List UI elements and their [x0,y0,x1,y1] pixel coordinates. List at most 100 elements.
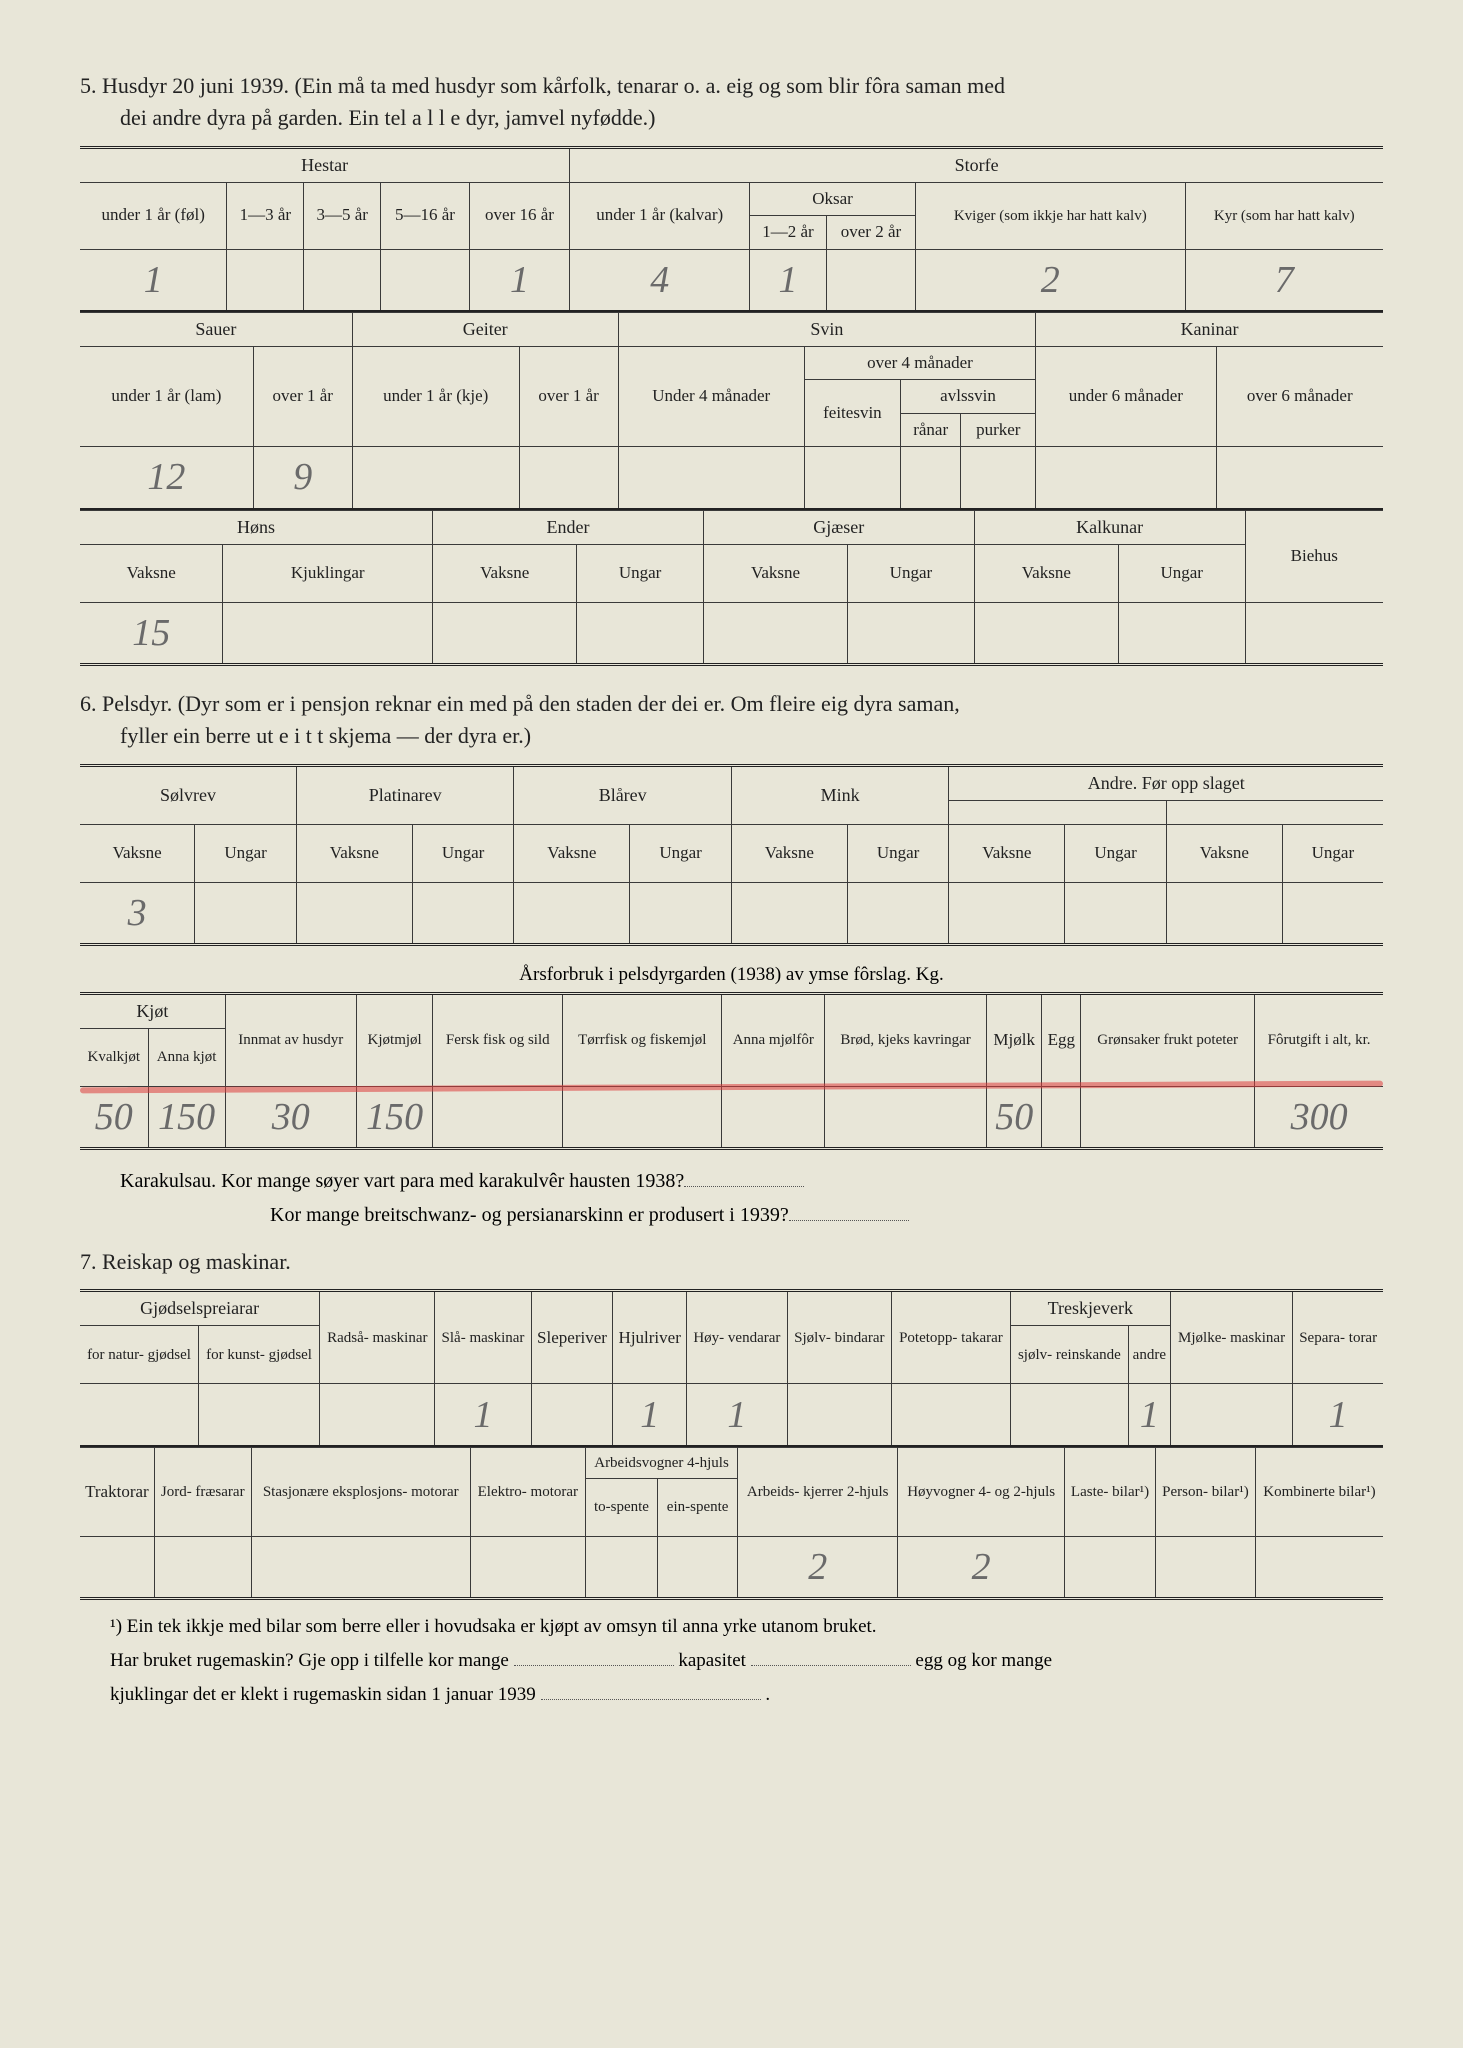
foot-line-3a: kjuklingar det er klekt i rugemaskin sid… [110,1684,536,1705]
karak-line2: Kor mange breitschwanz- og persianarskin… [270,1204,789,1226]
geiter-header: Geiter [352,313,618,347]
blank-line[interactable] [514,1647,674,1666]
andre-sub2 [1166,800,1383,824]
cell: 9 [253,447,352,509]
col-ungar: Ungar [848,544,975,602]
col-kjuklingar: Kjuklingar [223,544,433,602]
cell: 300 [1255,1086,1383,1148]
karak-line1: Karakulsau. Kor mange søyer vart para me… [120,1170,684,1192]
karakul-text: Karakulsau. Kor mange søyer vart para me… [120,1164,1383,1232]
cell [787,1384,891,1446]
foot-line-3dot: . [765,1684,770,1705]
col-jord: Jord- fræsarar [154,1447,251,1536]
cell [1036,447,1216,509]
col-kanin-under6: under 6 månader [1036,347,1216,447]
cell: 1 [687,1384,788,1446]
cell [826,249,915,311]
col-sauer-under1: under 1 år (lam) [80,347,253,447]
cell [381,249,469,311]
blarev-header: Blårev [514,765,732,824]
col-ungar: Ungar [412,824,514,882]
col-einspente: ein-spente [658,1478,738,1536]
section-5-line2: dei andre dyra på garden. Ein tel a l l … [80,102,1383,134]
foot-line-2a: Har bruket rugemaskin? Gje opp i tilfell… [110,1650,509,1671]
col-geiter-over1: over 1 år [519,347,618,447]
cell [1118,602,1245,664]
reiskap-table-1: Gjødselspreiarar Radså- maskinar Slå- ma… [80,1289,1383,1447]
col-forutgift: Fôrutgift i alt, kr. [1255,993,1383,1086]
col-annamjol: Anna mjølfôr [722,993,825,1086]
cell: 1 [613,1384,687,1446]
col-treske-s: sjølv- reinskande [1010,1326,1128,1384]
col-ranar: rånar [900,413,960,446]
gjodsel-header: Gjødselspreiarar [80,1291,320,1326]
cell [514,882,630,944]
col-hestar-under1: under 1 år (føl) [80,182,227,249]
cell [900,447,960,509]
col-sleperiver: Sleperiver [531,1291,613,1384]
cell: 2 [738,1536,898,1598]
section-6-line2: fyller ein berre ut e i t t skjema — der… [80,720,1383,752]
blank-line[interactable] [751,1647,911,1666]
cell [825,1086,987,1148]
col-innmat: Innmat av husdyr [225,993,356,1086]
blank-line[interactable] [541,1681,761,1700]
cell [154,1536,251,1598]
census-form-page: 5. Husdyr 20 juni 1939. (Ein må ta med h… [0,0,1463,2048]
col-kombi: Kombinerte bilar¹) [1255,1447,1383,1536]
cell [1255,1536,1383,1598]
cell: 1 [1293,1384,1383,1446]
husdyr-table-1: Hestar Storfe under 1 år (føl) 1—3 år 3—… [80,146,1383,312]
hons-header: Høns [80,510,433,544]
cell [80,1384,198,1446]
cell: 150 [356,1086,432,1148]
cell [1065,882,1167,944]
col-hestar-5-16: 5—16 år [381,182,469,249]
cell: 30 [225,1086,356,1148]
cell [630,882,732,944]
arsforbruk-caption: Årsforbruk i pelsdyrgarden (1938) av yms… [80,964,1383,986]
col-ungar: Ungar [1065,824,1167,882]
cell [1282,882,1383,944]
kaninar-header: Kaninar [1036,313,1383,347]
col-arbeidsk: Arbeids- kjerrer 2-hjuls [738,1447,898,1536]
section-7-title: 7. Reiskap og maskinar. [80,1246,1383,1278]
section-5-title: 5. Husdyr 20 juni 1939. (Ein må ta med h… [80,70,1383,134]
cell: 50 [80,1086,148,1148]
col-natur: for natur- gjødsel [80,1326,198,1384]
col-torrfisk: Tørrfisk og fiskemjøl [563,993,722,1086]
col-kunst: for kunst- gjødsel [198,1326,319,1384]
husdyr-table-2: Sauer Geiter Svin Kaninar under 1 år (la… [80,312,1383,510]
platinarev-header: Platinarev [296,765,514,824]
cell [1010,1384,1128,1446]
blank-line[interactable] [789,1201,909,1221]
blank-line[interactable] [684,1167,804,1187]
cell: 2 [916,249,1185,311]
biehus-header: Biehus [1245,510,1383,602]
col-ungar: Ungar [577,544,704,602]
cell [251,1536,470,1598]
treske-header: Treskjeverk [1010,1291,1170,1326]
col-geiter-under1: under 1 år (kje) [352,347,519,447]
col-laste: Laste- bilar¹) [1065,1447,1156,1536]
andre-header: Andre. Før opp slaget [949,765,1383,800]
cell [195,882,297,944]
col-vaksne: Vaksne [974,544,1118,602]
col-treske-a: andre [1128,1326,1170,1384]
footnotes: ¹) Ein tek ikkje med bilar som berre ell… [80,1610,1383,1713]
cell: 50 [986,1086,1042,1148]
cell [80,1536,154,1598]
col-vaksne: Vaksne [731,824,847,882]
col-vaksne: Vaksne [80,544,223,602]
cell [658,1536,738,1598]
col-radsa: Radså- maskinar [320,1291,435,1384]
solvrev-header: Sølvrev [80,765,296,824]
cell [1216,447,1383,509]
col-purker: purker [961,413,1036,446]
cell [433,602,577,664]
col-hestar-3-5: 3—5 år [304,182,381,249]
col-traktorar: Traktorar [80,1447,154,1536]
foot-line-2b: kapasitet [678,1650,746,1671]
section-6-title: 6. Pelsdyr. (Dyr som er i pensjon reknar… [80,688,1383,752]
husdyr-table-3: Høns Ender Gjæser Kalkunar Biehus Vaksne… [80,510,1383,666]
